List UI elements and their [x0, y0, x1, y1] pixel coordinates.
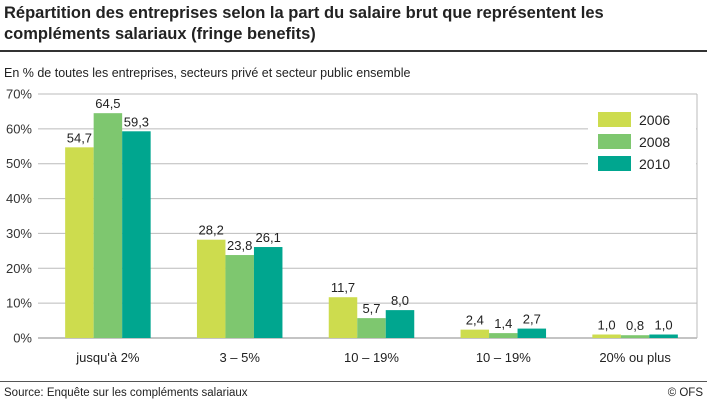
data-label: 64,5	[95, 96, 120, 111]
bar-2010	[122, 131, 151, 338]
data-label: 2,7	[523, 312, 541, 327]
credit: © OFS	[667, 387, 703, 399]
bar-2006	[65, 147, 94, 338]
bar-2008	[357, 318, 386, 338]
chart-subtitle: En % de toutes les entreprises, secteurs…	[4, 66, 411, 80]
x-tick-label: jusqu'à 2%	[75, 350, 140, 365]
data-label: 1,0	[655, 318, 673, 333]
bar-2006	[196, 239, 226, 338]
y-tick-label: 10%	[6, 296, 32, 311]
data-label: 59,3	[124, 114, 149, 129]
x-tick-label: 20% ou plus	[599, 350, 671, 365]
y-tick-label: 70%	[6, 87, 32, 102]
y-tick-label: 60%	[6, 121, 32, 136]
data-label: 1,4	[494, 316, 512, 331]
bar-2010	[385, 310, 415, 338]
data-label: 1,0	[598, 318, 616, 333]
legend-label: 2008	[639, 134, 670, 150]
data-label: 26,1	[256, 230, 281, 245]
footer-divider	[0, 381, 707, 382]
y-tick-label: 20%	[6, 261, 32, 276]
bar-2010	[253, 247, 283, 338]
y-tick-label: 40%	[6, 191, 32, 206]
x-tick-label: 10 – 19%	[344, 350, 399, 365]
bar-2008	[489, 333, 518, 338]
x-tick-label: 10 – 19%	[476, 350, 531, 365]
data-label: 28,2	[199, 223, 224, 238]
y-tick-label: 0%	[13, 331, 32, 346]
data-label: 2,4	[466, 313, 484, 328]
bar-2008	[620, 335, 650, 338]
y-tick-label: 50%	[6, 156, 32, 171]
data-label: 54,7	[67, 130, 92, 145]
bar-2008	[93, 113, 123, 339]
bar-2008	[225, 255, 254, 338]
legend-label: 2010	[639, 156, 670, 172]
title-divider	[0, 50, 707, 52]
legend-swatch-2010	[598, 156, 631, 171]
y-tick-label: 30%	[6, 226, 32, 241]
data-label: 11,7	[331, 280, 355, 295]
chart-title: Répartition des entreprises selon la par…	[4, 4, 604, 43]
bar-2006	[592, 334, 621, 338]
legend-label: 2006	[639, 112, 670, 128]
bar-2010	[649, 334, 678, 338]
data-label: 8,0	[391, 293, 409, 308]
bar-2010	[517, 328, 547, 338]
data-label: 23,8	[227, 238, 252, 253]
data-label: 0,8	[626, 318, 644, 333]
legend-swatch-2008	[598, 134, 631, 149]
bar-2006	[460, 329, 490, 338]
legend-swatch-2006	[598, 112, 631, 127]
bar-2006	[328, 297, 358, 338]
x-tick-label: 3 – 5%	[219, 350, 260, 365]
data-label: 5,7	[362, 301, 380, 316]
source-note: Source: Enquête sur les compléments sala…	[4, 387, 248, 399]
